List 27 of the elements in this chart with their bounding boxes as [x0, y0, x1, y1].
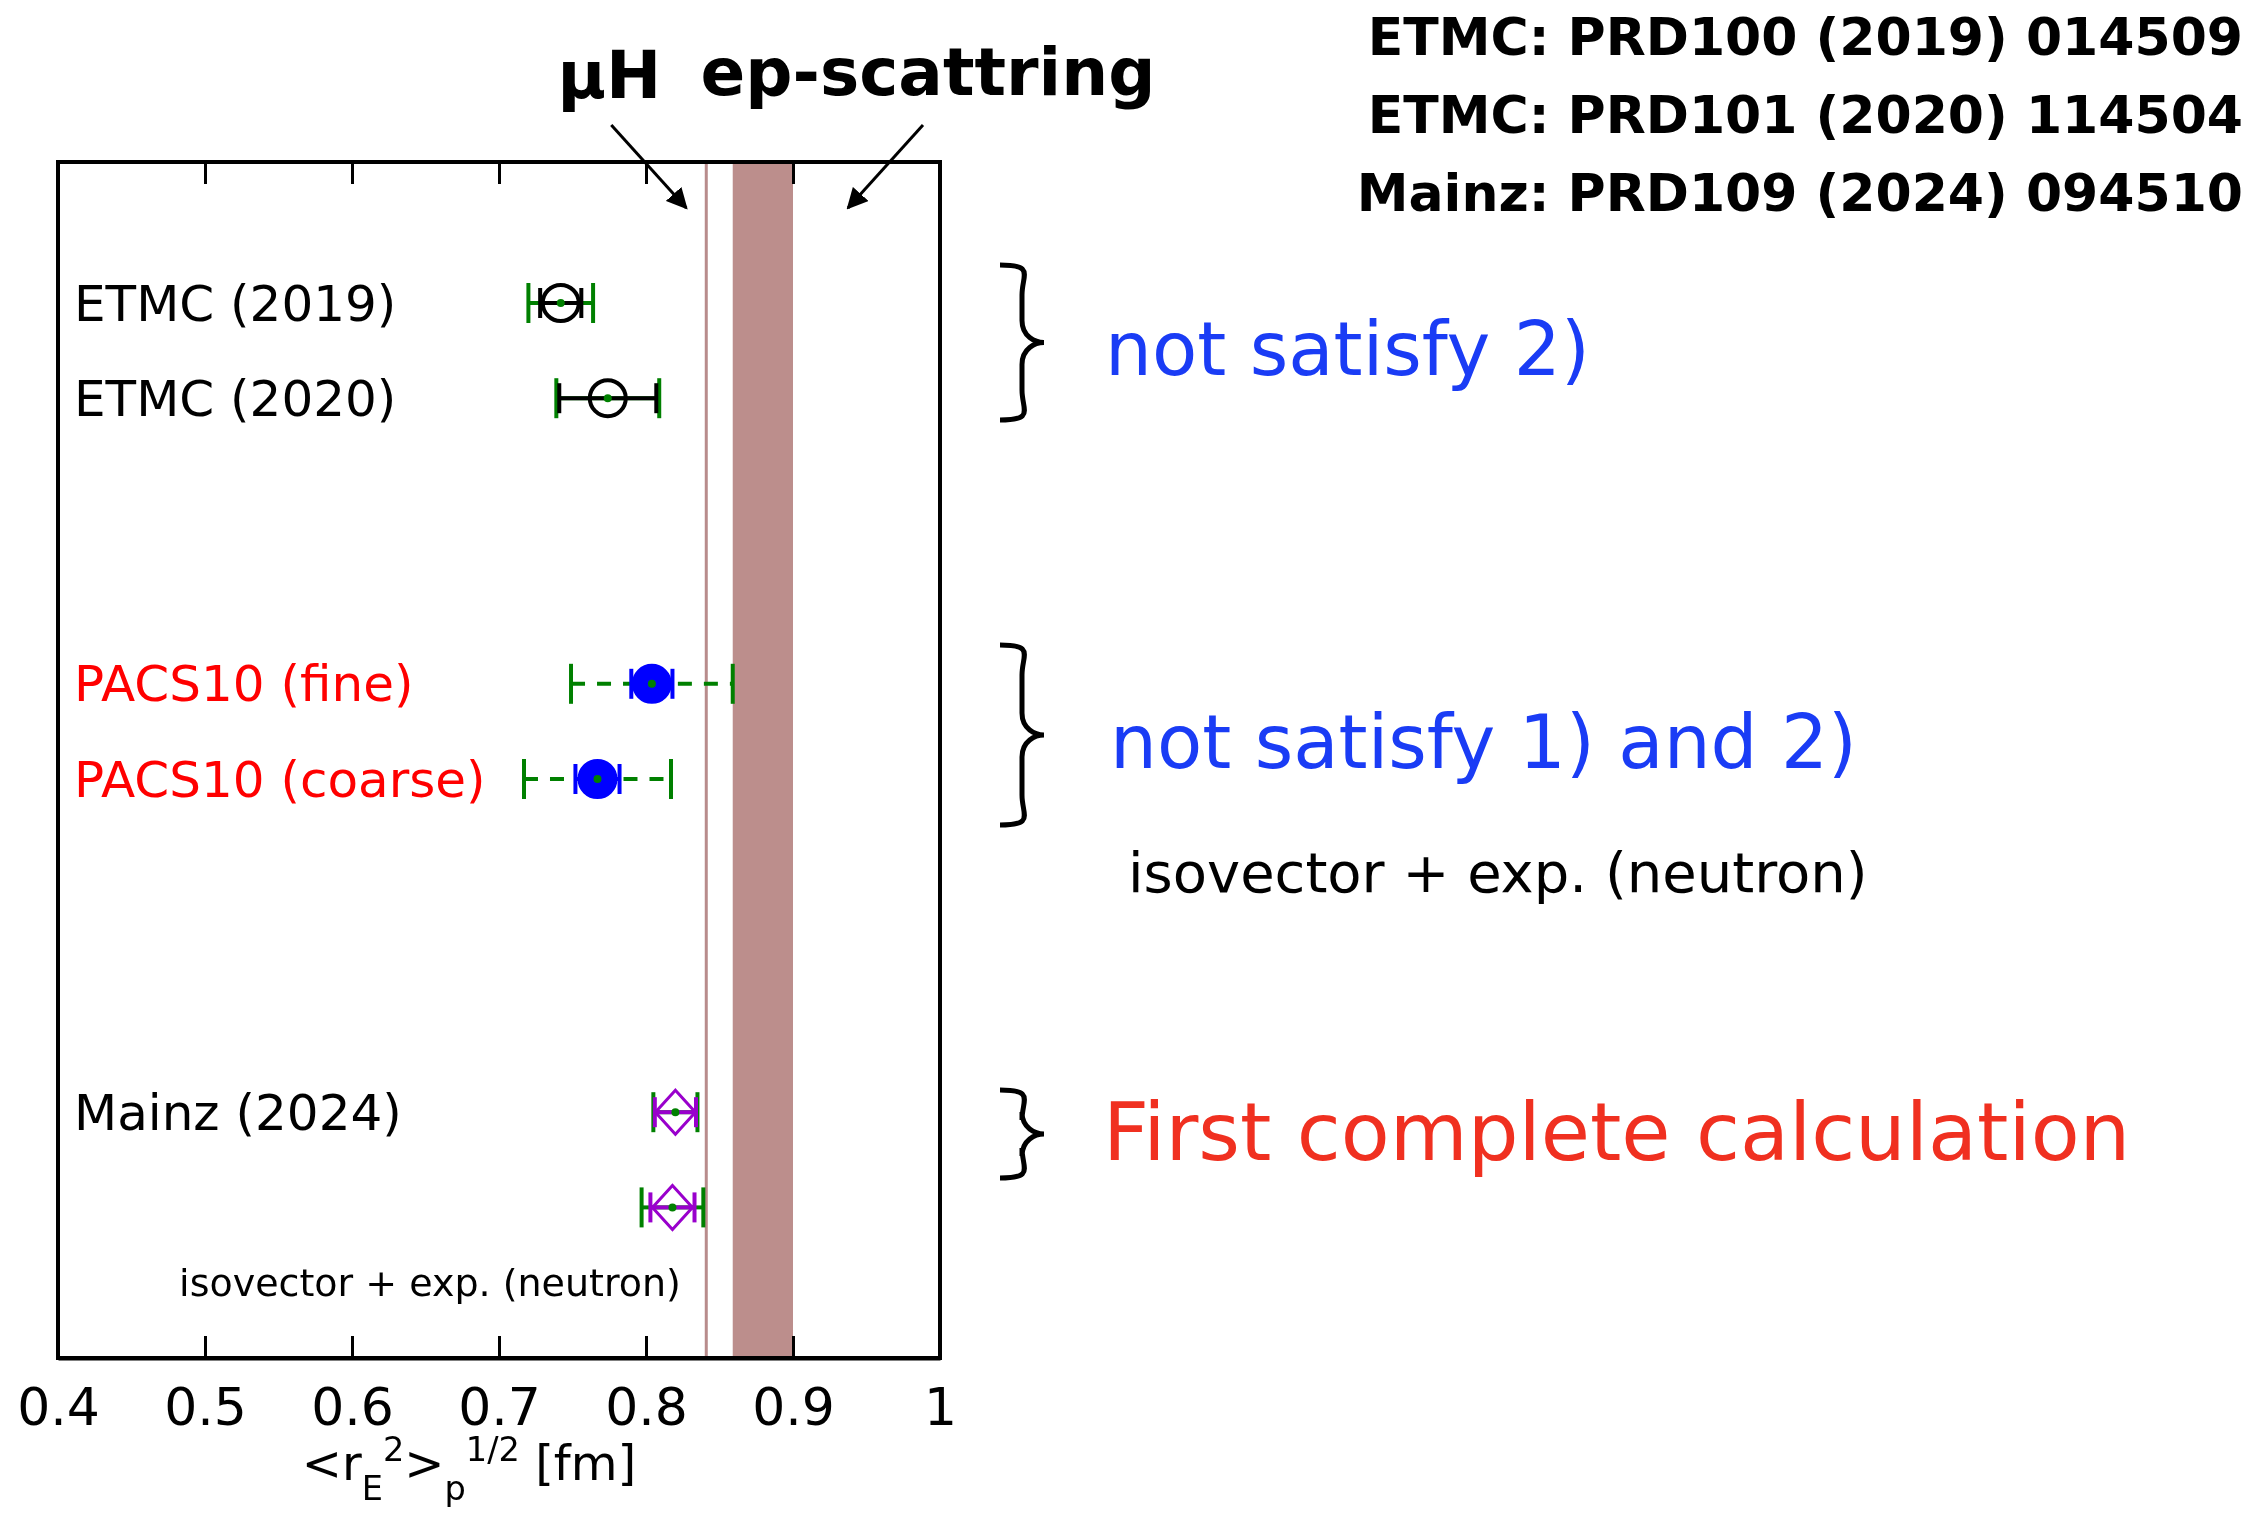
point — [647, 679, 656, 688]
text: not satisfy 1) and 2) — [1110, 699, 1857, 785]
text: not satisfy 2) — [1105, 306, 1590, 392]
y-tick-label: Mainz (2024) — [74, 1083, 402, 1142]
ref-line-label: μH — [557, 37, 662, 114]
point — [650, 1183, 694, 1231]
text: ETMC: PRD101 (2020) 114504 — [1367, 85, 2243, 145]
annotation: isovector + exp. (neutron) — [179, 1261, 681, 1305]
point — [593, 775, 602, 783]
point — [587, 378, 628, 419]
text: isovector + exp. (neutron) — [1128, 840, 1868, 905]
y-tick-label: ETMC (2020) — [74, 369, 397, 428]
band-label: ep-scattring — [700, 34, 1156, 111]
text: ETMC: PRD100 (2019) 014509 — [1367, 7, 2243, 67]
y-tick-label: PACS10 (fine) — [74, 655, 414, 714]
text: First complete calculation — [1103, 1086, 2131, 1179]
x-tick-label: 0.5 — [164, 1376, 247, 1437]
point — [671, 1108, 680, 1117]
x-tick-label: 0.4 — [17, 1376, 100, 1437]
point — [556, 299, 565, 307]
x-tick-label: 0.9 — [752, 1376, 835, 1437]
point — [603, 394, 612, 403]
x-tick-label: 1 — [923, 1376, 958, 1437]
text: Mainz: PRD109 (2024) 094510 — [1356, 163, 2243, 223]
y-tick-label: PACS10 (coarse) — [74, 750, 486, 809]
point — [668, 1203, 677, 1212]
y-tick-label: ETMC (2019) — [74, 274, 397, 333]
